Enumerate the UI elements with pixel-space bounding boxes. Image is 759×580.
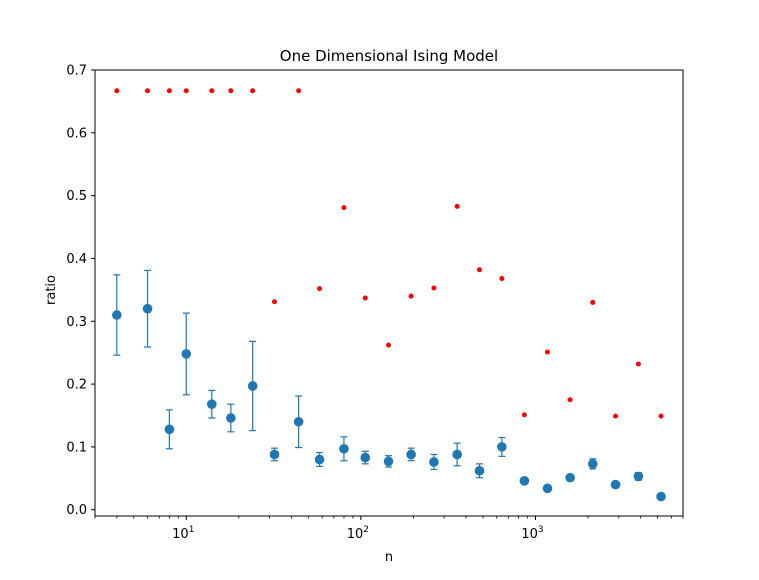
blue-point [339,443,349,454]
y-tick-label: 0.7 [66,64,87,79]
blue-point [633,471,644,482]
blue-point [383,456,394,467]
blue-point [406,449,416,460]
blue-point [497,442,507,452]
red-point [544,349,550,355]
blue-point [429,457,439,467]
red-point [228,88,234,94]
red-point [250,88,256,94]
red-point [567,397,573,403]
x-tick-label: 103 [521,525,543,542]
blue-point [610,479,621,490]
red-point [114,88,120,94]
series-blue-points [112,269,666,502]
blue-point [226,413,236,423]
blue-point [247,381,258,391]
blue-point [587,459,598,469]
red-point [271,299,277,305]
blue-point [293,416,304,427]
blue-point [181,349,192,359]
blue-point [206,399,217,409]
series-red-points [114,88,664,419]
red-point [209,88,215,94]
blue-point [112,310,122,320]
red-point [476,267,482,273]
blue-point [519,476,530,486]
red-point [166,88,172,94]
axes-frame [94,69,684,517]
red-point [296,88,302,94]
red-point [145,88,151,94]
y-axis: 0.0 0.1 0.2 0.3 0.4 0.5 0.6 0.7 [66,64,95,518]
blue-point [656,491,666,502]
red-point [362,295,368,301]
red-point [431,285,437,291]
red-point [408,293,414,299]
x-axis: 101 102 103 [94,516,684,542]
chart-title: One Dimensional Ising Model [280,47,498,65]
red-point [341,205,347,211]
y-axis-label: ratio [44,275,59,305]
red-point [454,203,460,209]
blue-point [142,303,153,314]
red-point [613,413,619,419]
red-point [183,88,189,94]
plot-area [112,88,666,502]
y-tick-label: 0.5 [66,189,87,204]
blue-point [269,449,280,460]
red-point [317,286,323,292]
blue-point [452,449,462,460]
y-tick-label: 0.3 [66,315,87,330]
x-tick-label: 101 [172,525,194,542]
red-point [635,361,641,367]
x-tick-label: 102 [347,525,369,542]
blue-point [565,472,575,483]
blue-point [360,452,371,463]
blue-point [164,424,175,435]
blue-point [474,465,485,476]
red-point [590,299,596,305]
red-point [386,342,392,348]
red-point [658,413,664,419]
y-tick-label: 0.2 [66,378,87,393]
y-tick-label: 0.0 [66,503,87,518]
x-axis-label: n [385,550,393,565]
y-tick-label: 0.6 [66,126,87,141]
y-tick-label: 0.4 [66,252,87,267]
blue-point [542,483,553,494]
red-point [521,412,527,418]
y-tick-label: 0.1 [66,440,87,455]
blue-point [314,454,325,465]
red-point [499,276,505,282]
